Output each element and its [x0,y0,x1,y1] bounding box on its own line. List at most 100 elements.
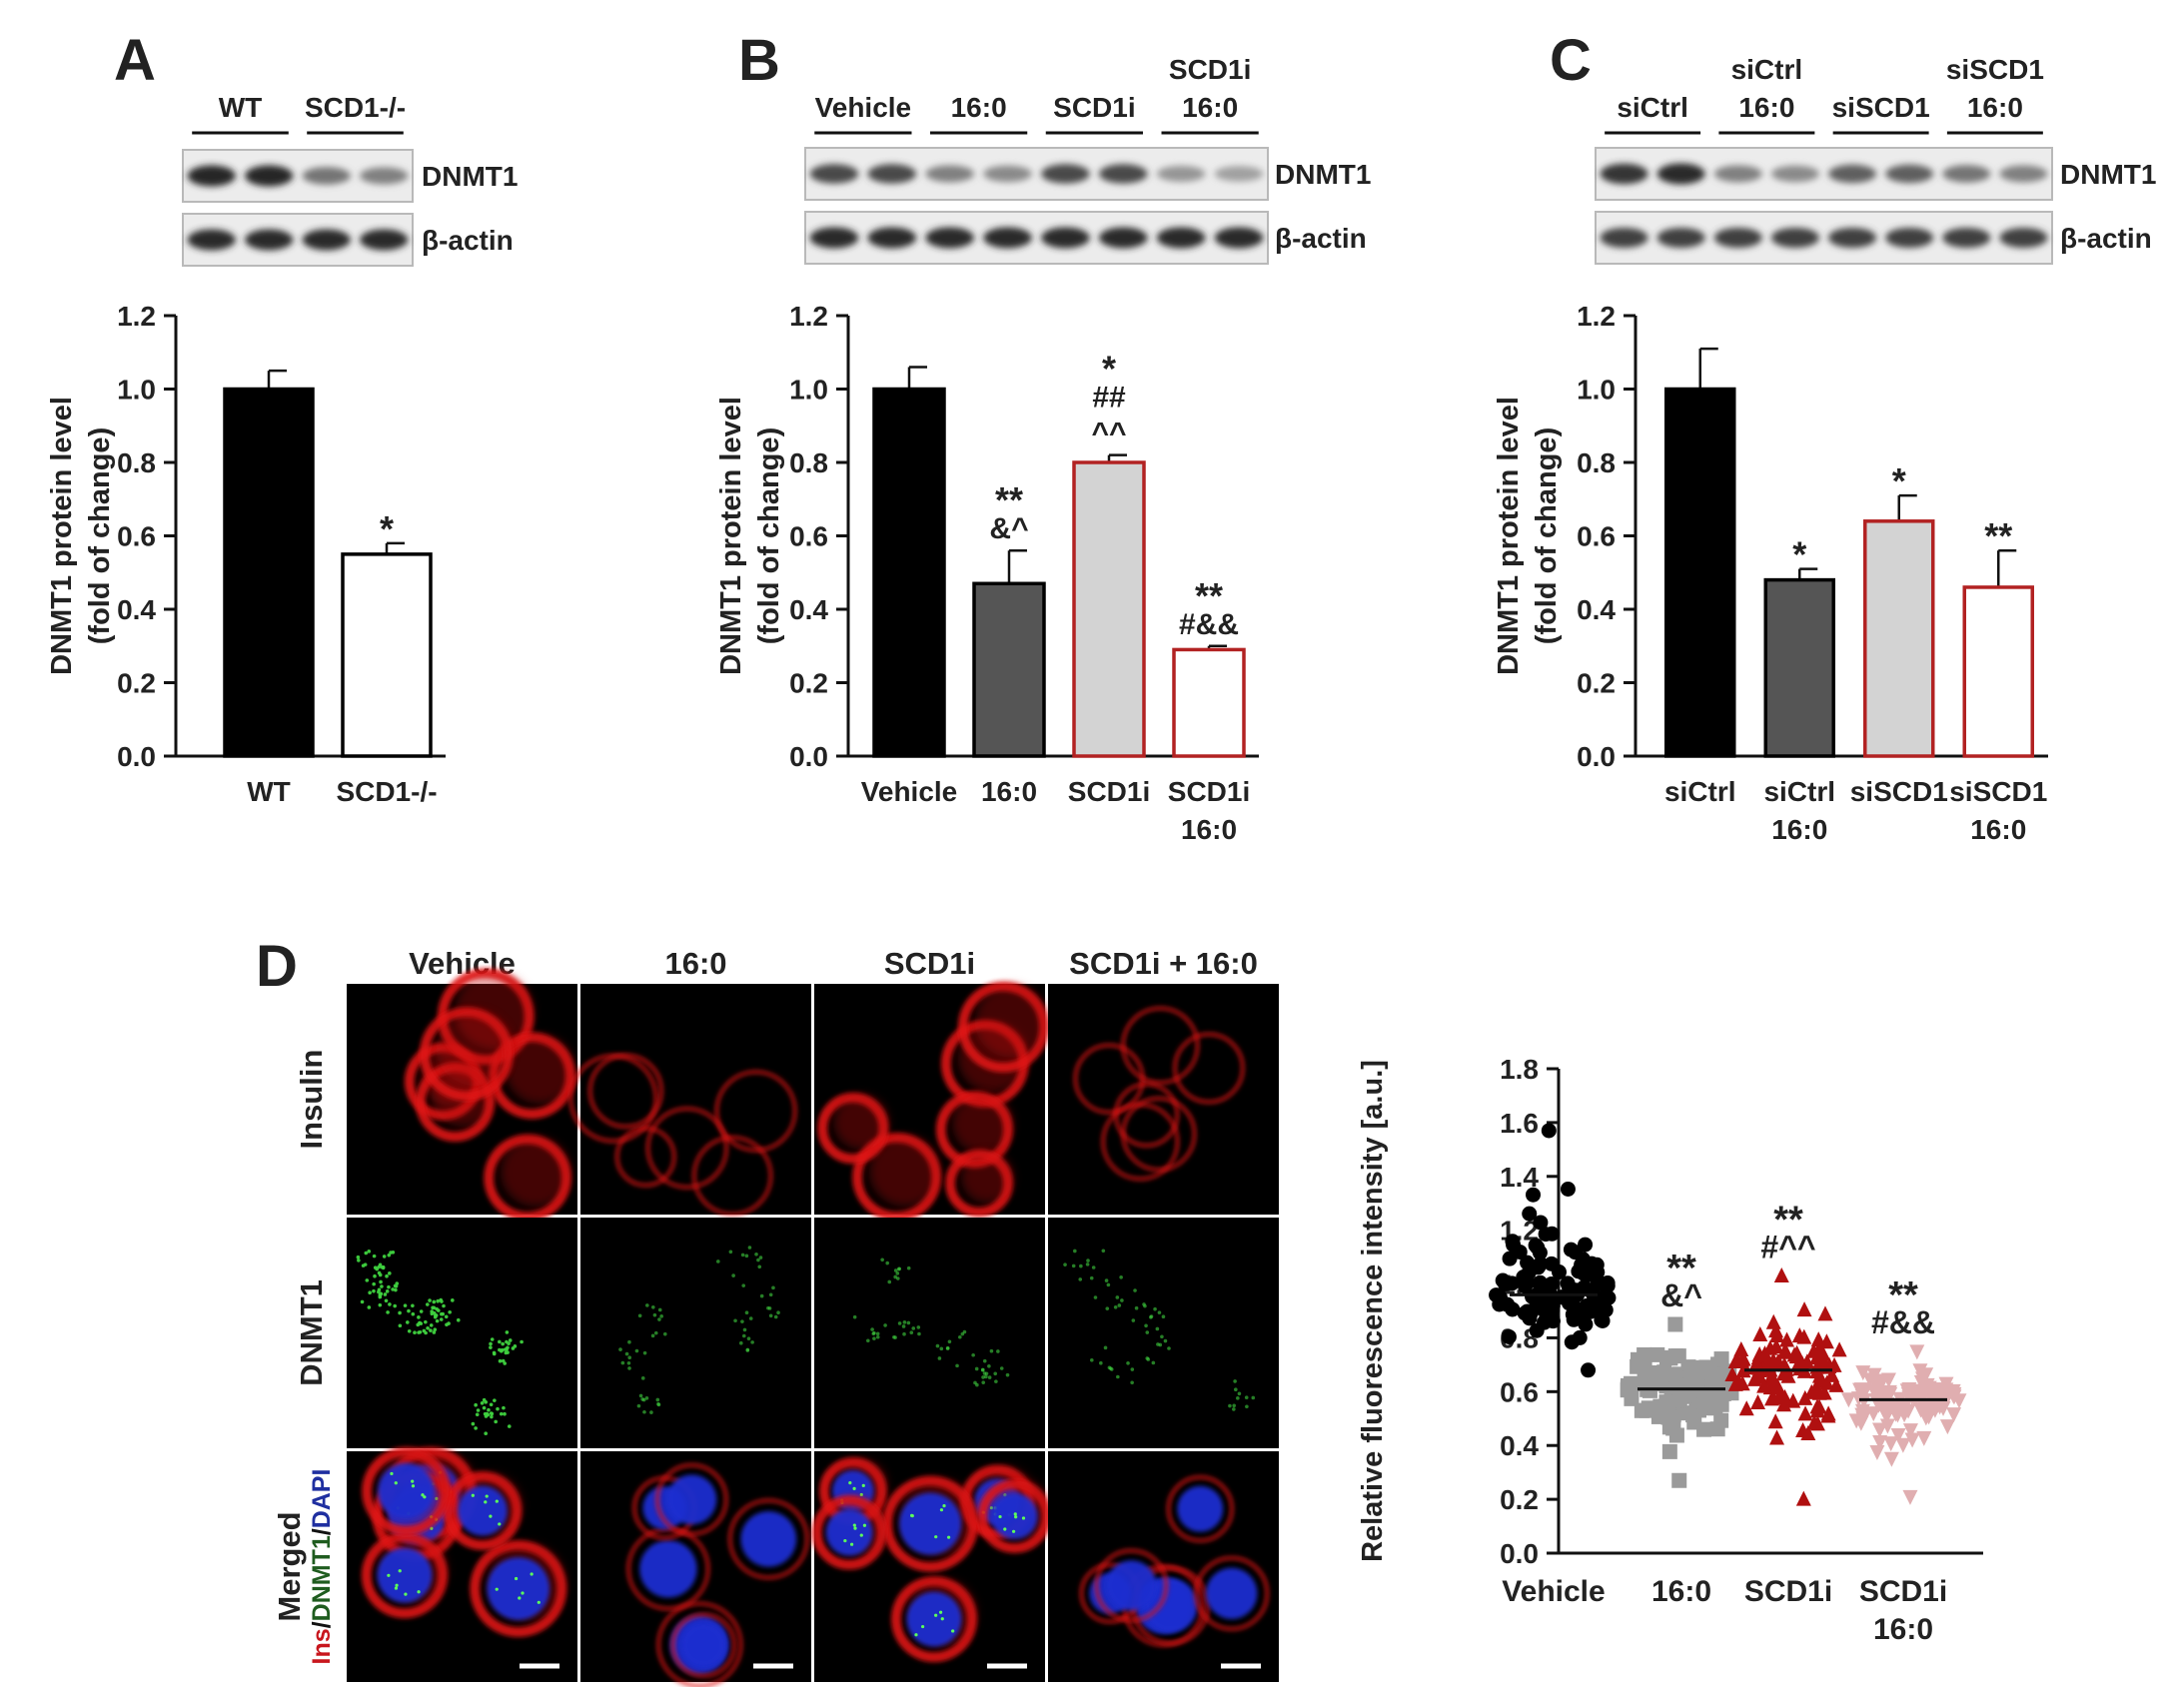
data-point [1536,1289,1552,1305]
data-point [1762,1369,1778,1385]
data-point [1901,1390,1917,1406]
dnmt1-dot [1133,1288,1137,1292]
dnmt1-dot [989,1348,994,1353]
dnmt1-dot [398,1310,402,1315]
dnmt1-dot [1101,1249,1106,1254]
dnmt1-dot [973,1380,977,1385]
blot-band-label-β-actin: β-actin [422,225,514,256]
data-point [1533,1256,1549,1271]
data-point [1773,1266,1789,1282]
dnmt1-dot [883,1323,887,1327]
dnmt1-dot [484,1399,489,1404]
data-point [1751,1346,1767,1362]
dnmt1-dot [906,1320,911,1325]
dnmt1-dot [489,1514,493,1518]
data-point [1869,1444,1885,1460]
blot-band [1770,165,1819,183]
nucleus-stain [1177,1485,1224,1532]
dnmt1-dot [430,1309,434,1313]
nucleus-stain [906,1591,962,1647]
x-tick-label: 16:0 [981,776,1037,807]
micro-background [1048,1218,1279,1448]
dnmt1-dot [744,1310,749,1315]
data-point [1809,1402,1825,1418]
nucleus-stain [487,1557,550,1620]
blot-group-label: siCtrl [1617,92,1688,123]
dnmt1-dot [1063,1263,1067,1266]
dnmt1-dot [657,1317,661,1321]
dnmt1-dot [501,1341,505,1346]
dnmt1-dot [494,1419,499,1424]
membrane-stain [727,1498,809,1580]
dnmt1-dot [375,1266,380,1271]
data-point [1888,1406,1904,1422]
significance-label: &^ [989,512,1028,545]
blot-band-label-DNMT1: DNMT1 [422,161,518,192]
dnmt1-dot [951,1629,955,1633]
data-point [1528,1238,1544,1254]
dnmt1-dot [419,1309,424,1313]
blot-band [1214,227,1264,249]
data-point [1767,1413,1783,1429]
dnmt1-dot [636,1403,641,1408]
blot-group-label: siSCD1 [1946,54,2044,85]
dnmt1-dot [917,1331,921,1336]
nucleus-stain [377,1547,433,1603]
dnmt1-dot [974,1366,979,1371]
cytoplasm-stain [869,1136,941,1208]
dnmt1-dot [746,1336,751,1341]
dnmt1-dot [394,1287,398,1292]
dnmt1-dot [435,1318,440,1323]
blot-group-label: 16:0 [1967,92,2023,123]
blot-band [1942,228,1991,248]
dnmt1-dot [1161,1314,1166,1319]
dnmt1-dot [423,1495,427,1499]
dnmt1-dot [498,1339,502,1344]
blot-group-label: 16:0 [1182,92,1238,123]
dnmt1-dot [398,1323,403,1328]
data-point [1555,1289,1571,1305]
data-point [1630,1351,1645,1367]
data-point [1882,1386,1898,1402]
dnmt1-dot [626,1361,631,1365]
dnmt1-dot [490,1414,494,1419]
dnmt1-dot [1151,1360,1156,1365]
data-point [1946,1407,1962,1423]
dnmt1-dot [1126,1361,1130,1365]
significance-label: ^^ [1091,418,1126,450]
dnmt1-dot [887,1279,892,1284]
dnmt1-dot [620,1360,625,1365]
dnmt1-dot [754,1252,758,1257]
dnmt1-dot [893,1274,897,1279]
blot-band [1156,227,1206,249]
significance-label: ## [1092,382,1126,415]
data-point [1685,1407,1701,1423]
data-point [1533,1274,1549,1290]
dnmt1-dot [425,1302,430,1306]
blot-group-label: SCD1i [1169,54,1251,85]
dnmt1-dot [627,1355,631,1360]
dnmt1-dot [422,1328,427,1333]
dnmt1-dot [756,1258,760,1263]
data-point [1738,1400,1754,1416]
dnmt1-dot [938,1610,943,1614]
dnmt1-dot [859,1492,863,1497]
blot-band [245,165,294,187]
data-point [1912,1363,1928,1379]
dnmt1-dot [498,1522,502,1526]
dnmt1-dot [490,1411,495,1416]
data-point [1544,1275,1560,1291]
data-point [1756,1377,1772,1393]
blot-band [809,227,859,249]
dnmt1-dot [379,1279,383,1284]
significance-label: #&& [1871,1304,1935,1340]
dnmt1-dot [514,1576,519,1581]
dnmt1-dot [757,1265,762,1269]
blot-band-label-DNMT1: DNMT1 [1275,159,1371,190]
dnmt1-dot [1091,1265,1096,1269]
blot-band-label-DNMT1: DNMT1 [2060,159,2156,190]
dnmt1-dot [447,1321,451,1325]
data-point [1638,1368,1654,1384]
data-point [1855,1365,1871,1381]
